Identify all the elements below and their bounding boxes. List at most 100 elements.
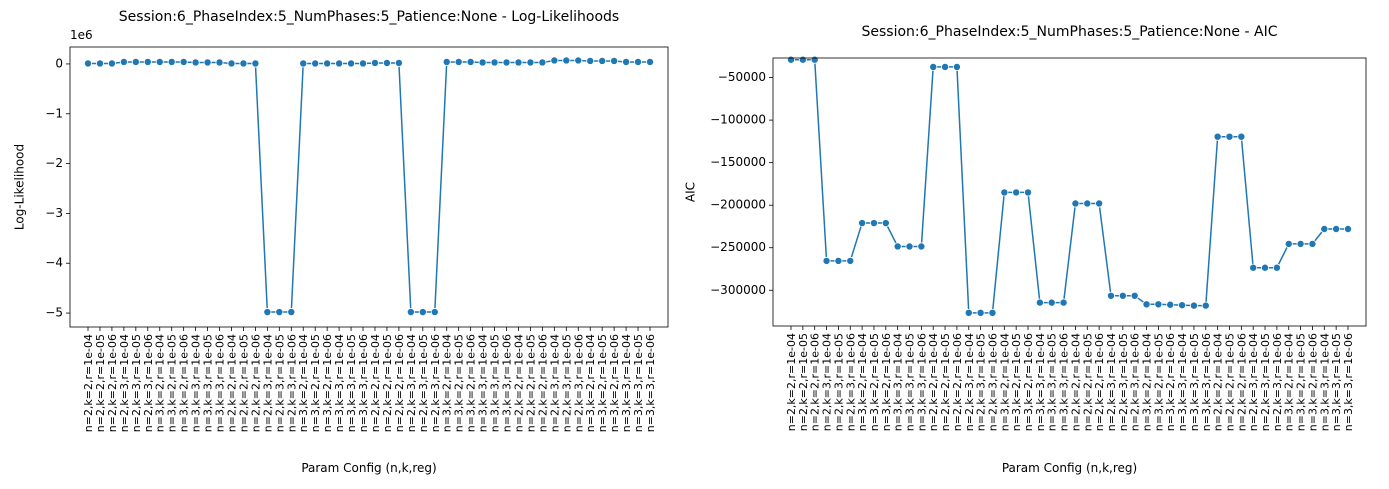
point xyxy=(490,58,499,67)
x-tick-label: n=2,k=3,r=1e-04 xyxy=(261,334,274,432)
point xyxy=(1344,225,1353,234)
x-tick-label: n=3,k=3,r=1e-06 xyxy=(214,334,227,432)
x-tick-label: n=2,k=3,r=1e-06 xyxy=(285,334,298,432)
x-tick-label: n=2,k=2,r=1e-04 xyxy=(512,334,525,432)
y-tick-label: −300000 xyxy=(710,283,766,297)
y-tick-label: −2 xyxy=(45,156,63,170)
point xyxy=(299,59,308,68)
x-tick-label: n=2,k=2,r=1e-06 xyxy=(249,334,262,432)
point xyxy=(610,56,619,65)
x-tick-label: n=2,k=3,r=1e-06 xyxy=(429,334,442,432)
x-tick-label: n=3,k=2,r=1e-04 xyxy=(1141,333,1154,431)
point xyxy=(574,56,583,65)
x-tick-label: n=2,k=3,r=1e-06 xyxy=(844,333,857,431)
x-tick-label: n=2,k=2,r=1e-05 xyxy=(237,334,250,432)
point xyxy=(1237,132,1246,141)
point xyxy=(562,56,571,65)
y-tick-label: 0 xyxy=(55,56,63,70)
x-tick-label: n=3,k=3,r=1e-05 xyxy=(489,334,502,432)
x-tick-label: n=2,k=3,r=1e-04 xyxy=(548,334,561,432)
point xyxy=(179,57,188,66)
point xyxy=(311,59,320,68)
point xyxy=(822,256,831,265)
point xyxy=(538,58,547,67)
x-tick-label: n=3,k=3,r=1e-04 xyxy=(620,334,633,432)
x-tick-label: n=3,k=3,r=1e-05 xyxy=(1330,333,1343,431)
point xyxy=(191,58,200,67)
point xyxy=(1000,188,1009,197)
x-tick-label: n=2,k=2,r=1e-06 xyxy=(951,333,964,431)
point xyxy=(478,58,487,67)
y-tick-label: −200000 xyxy=(710,198,766,212)
x-tick-label: n=2,k=3,r=1e-05 xyxy=(1259,333,1272,431)
point xyxy=(869,219,878,228)
x-tick-label: n=3,k=2,r=1e-06 xyxy=(321,334,334,432)
point xyxy=(526,58,535,67)
x-tick-label: n=2,k=3,r=1e-04 xyxy=(118,334,131,432)
x-tick-label: n=2,k=2,r=1e-05 xyxy=(1223,333,1236,431)
point xyxy=(263,308,272,317)
x-tick-label: n=2,k=3,r=1e-05 xyxy=(130,334,143,432)
x-tick-label: n=2,k=2,r=1e-06 xyxy=(106,334,119,432)
y-tick-label: −4 xyxy=(45,256,63,270)
x-tick-label: n=2,k=3,r=1e-05 xyxy=(975,333,988,431)
x-tick-label: n=3,k=2,r=1e-04 xyxy=(998,333,1011,431)
point xyxy=(370,58,379,67)
axes-frame xyxy=(772,57,1367,327)
point xyxy=(881,219,890,228)
point xyxy=(1213,132,1222,141)
y-tick-label: −50000 xyxy=(718,70,766,84)
x-tick-label: n=3,k=2,r=1e-06 xyxy=(1306,333,1319,431)
point xyxy=(466,57,475,66)
point xyxy=(586,56,595,65)
x-tick-label: n=2,k=2,r=1e-05 xyxy=(1081,333,1094,431)
point xyxy=(1083,199,1092,208)
x-tick-label: n=3,k=2,r=1e-04 xyxy=(1283,333,1296,431)
y-axis-label: Log-Likelihood xyxy=(13,144,27,230)
x-tick-label: n=3,k=3,r=1e-04 xyxy=(477,334,490,432)
point xyxy=(634,57,643,66)
point xyxy=(1296,239,1305,248)
x-tick-label: n=2,k=2,r=1e-05 xyxy=(524,334,537,432)
point xyxy=(323,59,332,68)
point xyxy=(646,57,655,66)
x-tick-label: n=3,k=2,r=1e-05 xyxy=(453,334,466,432)
x-tick-label: n=2,k=2,r=1e-05 xyxy=(381,334,394,432)
y-tick-label: −1 xyxy=(45,106,63,120)
x-tick-label: n=3,k=2,r=1e-06 xyxy=(1022,333,1035,431)
point xyxy=(622,57,631,66)
point xyxy=(929,62,938,71)
point xyxy=(798,55,807,64)
x-tick-label: n=3,k=3,r=1e-05 xyxy=(345,334,358,432)
x-tick-label: n=3,k=2,r=1e-06 xyxy=(178,334,191,432)
point xyxy=(1142,300,1151,309)
chart-title: Session:6_PhaseIndex:5_NumPhases:5_Patie… xyxy=(862,24,1278,40)
x-tick-label: n=2,k=3,r=1e-06 xyxy=(1271,333,1284,431)
x-tick-label: n=3,k=2,r=1e-06 xyxy=(880,333,893,431)
x-tick-label: n=2,k=3,r=1e-05 xyxy=(560,334,573,432)
point xyxy=(287,308,296,317)
x-tick-label: n=2,k=2,r=1e-04 xyxy=(927,333,940,431)
x-tick-label: n=2,k=2,r=1e-04 xyxy=(225,334,238,432)
x-tick-label: n=3,k=3,r=1e-06 xyxy=(644,334,657,432)
x-tick-label: n=3,k=3,r=1e-06 xyxy=(915,333,928,431)
x-tick-label: n=3,k=2,r=1e-05 xyxy=(1010,333,1023,431)
x-tick-label: n=2,k=3,r=1e-06 xyxy=(572,334,585,432)
x-tick-label: n=2,k=2,r=1e-05 xyxy=(939,333,952,431)
point xyxy=(1201,301,1210,310)
axes-frame xyxy=(69,46,669,328)
point xyxy=(1166,300,1175,309)
x-tick-label: n=3,k=3,r=1e-06 xyxy=(1200,333,1213,431)
x-tick-label: n=3,k=3,r=1e-06 xyxy=(1058,333,1071,431)
x-tick-label: n=2,k=3,r=1e-05 xyxy=(273,334,286,432)
x-tick-label: n=3,k=3,r=1e-05 xyxy=(904,333,917,431)
point xyxy=(1154,300,1163,309)
x-tick-label: n=3,k=3,r=1e-05 xyxy=(1046,333,1059,431)
point xyxy=(335,59,344,68)
chart-title: Session:6_PhaseIndex:5_NumPhases:5_Patie… xyxy=(119,9,619,25)
x-tick-label: n=3,k=2,r=1e-06 xyxy=(608,334,621,432)
point xyxy=(1106,291,1115,300)
point xyxy=(917,242,926,251)
point xyxy=(418,308,427,317)
